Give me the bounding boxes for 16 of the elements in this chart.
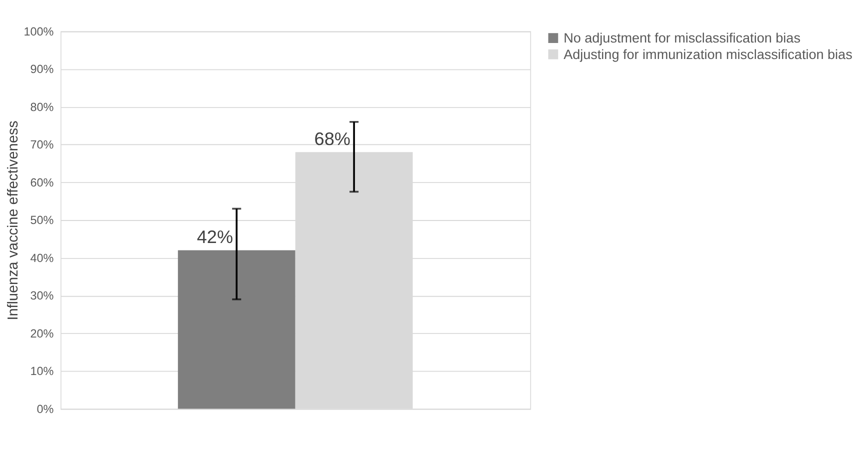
y-axis-title: Influenza vaccine effectiveness: [5, 120, 22, 320]
data-label: 42%: [196, 227, 234, 248]
y-tick-label: 50%: [30, 214, 54, 228]
y-tick-label: 20%: [30, 327, 54, 340]
y-tick-label: 100%: [24, 25, 54, 38]
y-tick-label: 30%: [30, 290, 54, 303]
y-tick-label: 70%: [30, 138, 54, 152]
legend-label: Adjusting for immunization misclassification bias: [564, 46, 853, 62]
y-tick-label: 90%: [30, 63, 54, 76]
y-tick-label: 60%: [30, 176, 54, 190]
y-tick-label: 80%: [30, 100, 54, 114]
legend-label: No adjustment for misclassification bias: [564, 30, 801, 46]
y-tick-label: 10%: [30, 365, 54, 378]
data-label: 68%: [314, 128, 350, 149]
y-tick-label: 0%: [36, 402, 54, 416]
y-tick-label: 40%: [30, 252, 54, 265]
